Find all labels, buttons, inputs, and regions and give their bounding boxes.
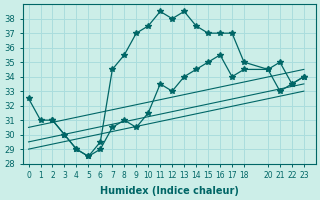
X-axis label: Humidex (Indice chaleur): Humidex (Indice chaleur) <box>100 186 239 196</box>
